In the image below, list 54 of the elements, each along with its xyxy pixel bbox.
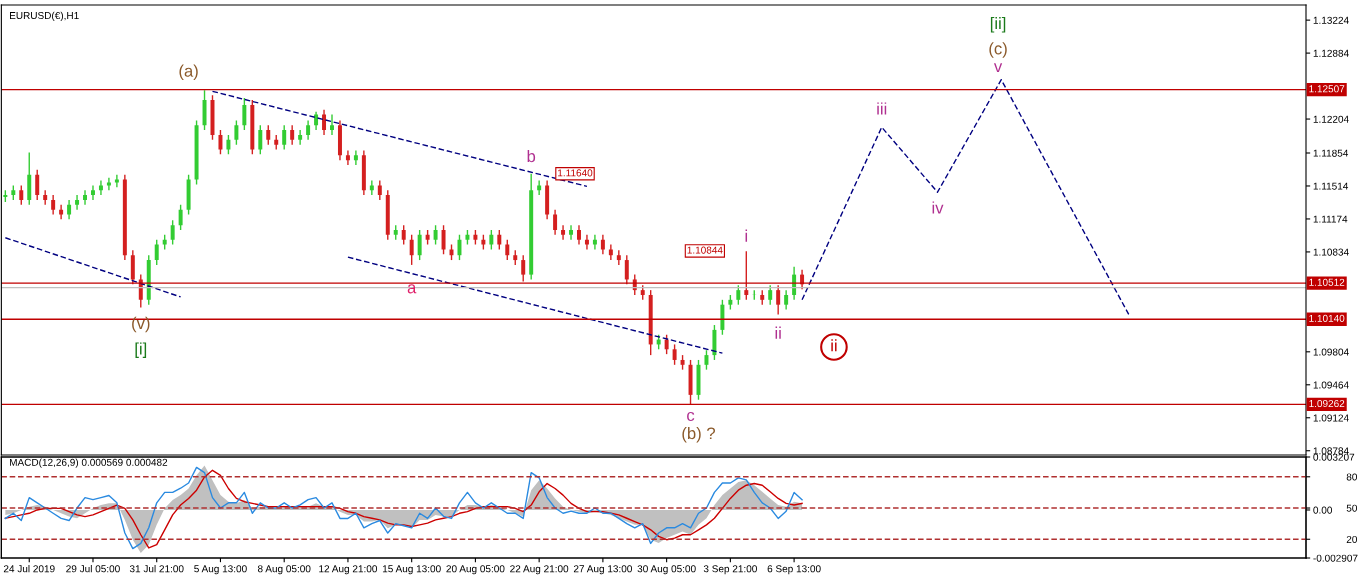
x-tick-label: 12 Aug 21:00 <box>319 565 378 575</box>
x-tick-label: 30 Aug 05:00 <box>637 565 696 575</box>
chart-title: MACD(12,26,9) 0.000569 0.000482 <box>10 458 168 468</box>
x-tick-label: 22 Aug 21:00 <box>510 565 569 575</box>
y-tick-label: 0.00 <box>1313 506 1333 514</box>
annotation: [ii] <box>990 17 1006 33</box>
ref-line-label: 1.10512 <box>1309 278 1345 286</box>
x-tick-label: 20 Aug 05:00 <box>446 565 505 575</box>
annotation: ii <box>831 339 837 352</box>
annotation: i <box>745 229 748 242</box>
y-tick-label: 1.12204 <box>1313 115 1349 123</box>
annotation: (b) ? <box>682 426 716 443</box>
annotation: ii <box>775 326 781 339</box>
x-tick-label: 5 Aug 13:00 <box>194 565 247 575</box>
y-tick-label: 1.09464 <box>1313 381 1349 389</box>
y-tick-label: -0.002907 <box>1313 554 1358 562</box>
annotation: b <box>527 149 536 163</box>
annotation: 1.10844 <box>687 246 723 254</box>
y-tick-label: 1.09804 <box>1313 348 1349 356</box>
annotation: (c) <box>989 42 1007 58</box>
y-tick-label: 1.12884 <box>1313 49 1349 57</box>
x-tick-label: 27 Aug 13:00 <box>573 565 632 575</box>
y-tick-label: 1.13224 <box>1313 16 1349 24</box>
annotation: c <box>687 411 695 422</box>
x-tick-label: 31 Jul 21:00 <box>129 564 184 573</box>
annotation: iii <box>877 102 887 115</box>
annotation: (a) <box>179 64 198 81</box>
x-tick-label: 24 Jul 2019 <box>3 564 55 573</box>
ref-line-label: 1.09262 <box>1309 399 1345 408</box>
y-tick-label: 1.09124 <box>1313 414 1349 422</box>
text: EURUSD(€),H1 <box>10 11 79 22</box>
annotation: v <box>993 63 1003 72</box>
y-tick-label: 1.11854 <box>1313 149 1349 157</box>
line-series <box>801 78 1130 316</box>
y-tick-label: 1.10834 <box>1313 248 1349 256</box>
x-tick-label: 15 Aug 13:00 <box>382 565 441 575</box>
y2-tick-label: 50 <box>1346 504 1358 512</box>
y-tick-label: 1.11514 <box>1313 182 1349 190</box>
annotation: (v) <box>132 316 150 333</box>
y-tick-label: 1.08784 <box>1313 447 1349 455</box>
ref-line-label: 1.12507 <box>1309 85 1345 93</box>
annotation: [i] <box>135 342 147 358</box>
y2-tick-label: 20 <box>1346 535 1358 543</box>
annotation: 1.11640 <box>558 169 593 177</box>
y-tick-label: 0.003207 <box>1313 453 1355 461</box>
x-tick-label: 29 Jul 05:00 <box>66 564 120 573</box>
y-tick-label: 1.11174 <box>1313 215 1348 223</box>
annotation: iv <box>932 201 944 214</box>
x-tick-label: 6 Sep 13:00 <box>767 565 821 575</box>
ref-line-label: 1.10140 <box>1309 314 1345 322</box>
annotation: a <box>407 284 417 294</box>
x-tick-label: 8 Aug 05:00 <box>257 565 311 575</box>
y2-tick-label: 80 <box>1346 473 1358 481</box>
x-tick-label: 3 Sep 21:00 <box>703 565 757 575</box>
